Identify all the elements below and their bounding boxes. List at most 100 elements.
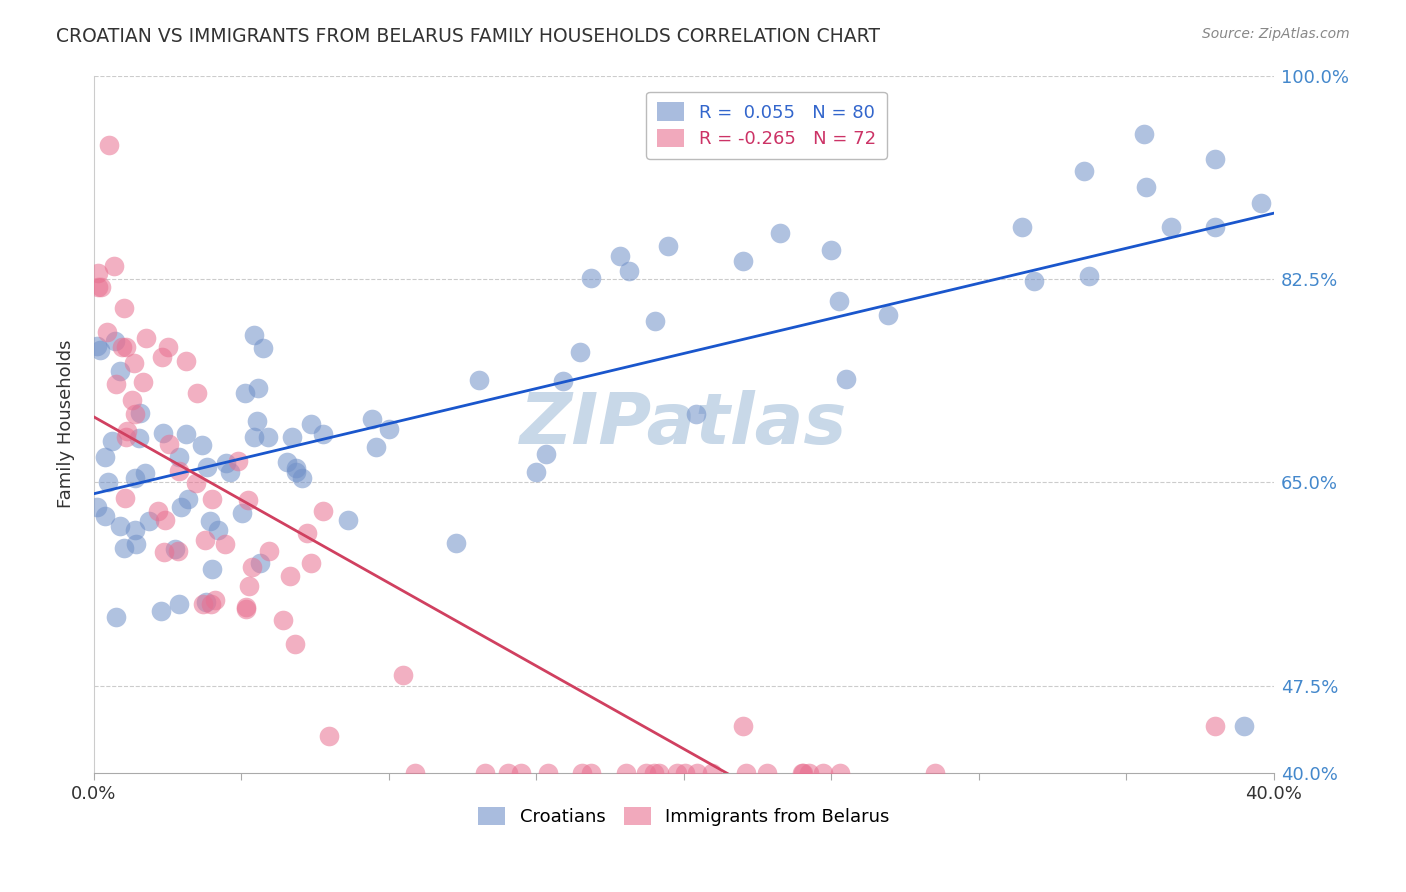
Point	[86, 266, 108, 280]
Point	[124, 523, 146, 537]
Point	[124, 407, 146, 421]
Point	[537, 765, 560, 780]
Point	[536, 447, 558, 461]
Point	[657, 239, 679, 253]
Point	[121, 392, 143, 407]
Point	[124, 471, 146, 485]
Point	[138, 514, 160, 528]
Point	[284, 637, 307, 651]
Point	[391, 668, 413, 682]
Point	[105, 377, 128, 392]
Point	[152, 426, 174, 441]
Point	[280, 430, 302, 444]
Point	[86, 339, 108, 353]
Point	[686, 765, 709, 780]
Point	[114, 340, 136, 354]
Point	[291, 471, 314, 485]
Point	[285, 461, 308, 475]
Point	[648, 765, 671, 780]
Point	[568, 345, 591, 359]
Point	[96, 325, 118, 339]
Point	[150, 605, 173, 619]
Point	[797, 765, 820, 780]
Point	[644, 314, 666, 328]
Point	[125, 536, 148, 550]
Point	[112, 541, 135, 555]
Point	[299, 556, 322, 570]
Point	[240, 560, 263, 574]
Point	[194, 595, 217, 609]
Point	[242, 327, 264, 342]
Point	[276, 455, 298, 469]
Point	[731, 719, 754, 733]
Point	[104, 610, 127, 624]
Point	[1011, 219, 1033, 234]
Point	[233, 386, 256, 401]
Point	[122, 356, 145, 370]
Point	[474, 765, 496, 780]
Point	[731, 254, 754, 268]
Point	[246, 381, 269, 395]
Legend: Croatians, Immigrants from Belarus: Croatians, Immigrants from Belarus	[471, 799, 897, 833]
Point	[215, 456, 238, 470]
Point	[377, 422, 399, 436]
Point	[524, 465, 547, 479]
Point	[614, 765, 637, 780]
Point	[198, 514, 221, 528]
Point	[214, 537, 236, 551]
Point	[643, 765, 665, 780]
Point	[337, 513, 360, 527]
Point	[104, 334, 127, 349]
Point	[756, 765, 779, 780]
Point	[496, 765, 519, 780]
Point	[201, 562, 224, 576]
Point	[243, 430, 266, 444]
Point	[1204, 219, 1226, 234]
Point	[94, 509, 117, 524]
Point	[811, 765, 834, 780]
Point	[284, 466, 307, 480]
Point	[312, 504, 335, 518]
Point	[257, 430, 280, 444]
Point	[97, 138, 120, 153]
Point	[1250, 196, 1272, 211]
Text: ZIPatlas: ZIPatlas	[520, 390, 848, 458]
Point	[1022, 274, 1045, 288]
Point	[295, 525, 318, 540]
Point	[790, 765, 813, 780]
Point	[184, 476, 207, 491]
Point	[167, 597, 190, 611]
Point	[86, 500, 108, 514]
Point	[170, 500, 193, 514]
Point	[186, 385, 208, 400]
Point	[876, 308, 898, 322]
Point	[115, 425, 138, 439]
Point	[201, 492, 224, 507]
Point	[271, 613, 294, 627]
Point	[312, 426, 335, 441]
Point	[191, 597, 214, 611]
Point	[235, 600, 257, 615]
Point	[128, 431, 150, 445]
Point	[1073, 164, 1095, 178]
Point	[108, 518, 131, 533]
Point	[167, 544, 190, 558]
Point	[197, 459, 219, 474]
Point	[404, 765, 426, 780]
Point	[700, 765, 723, 780]
Point	[581, 270, 603, 285]
Point	[165, 542, 187, 557]
Point	[167, 450, 190, 464]
Point	[444, 536, 467, 550]
Point	[87, 280, 110, 294]
Point	[468, 374, 491, 388]
Point	[924, 765, 946, 780]
Point	[830, 765, 852, 780]
Point	[174, 354, 197, 368]
Point	[157, 437, 180, 451]
Point	[146, 504, 169, 518]
Point	[1233, 719, 1256, 733]
Point	[108, 364, 131, 378]
Point	[112, 301, 135, 316]
Point	[103, 259, 125, 273]
